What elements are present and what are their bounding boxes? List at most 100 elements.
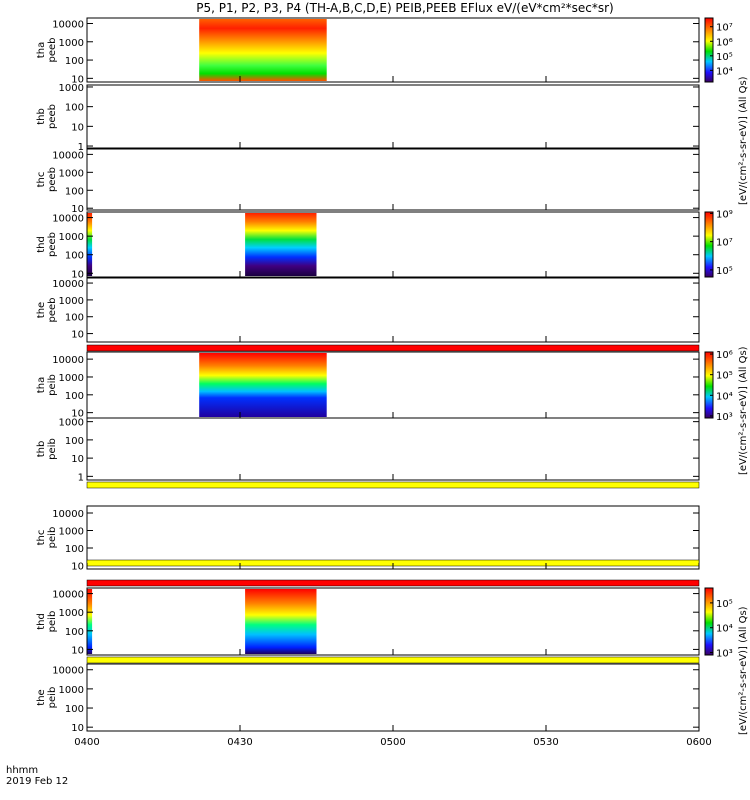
spectrogram-block-tha-peeb-0 bbox=[199, 19, 327, 81]
panel-thb-peib: 1 10 100 1000 thb peib bbox=[36, 417, 700, 483]
panel-label-thb-peib-product: peib bbox=[47, 438, 58, 460]
colorbar-label-thd-peeb-10⁷: 10⁷ bbox=[716, 238, 733, 249]
panel-tha-peeb: 10 100 1000 10000 tha peeb bbox=[36, 17, 700, 85]
panel-frame-thc-peib bbox=[86, 505, 700, 570]
colorbar-scale-tha-peeb bbox=[704, 17, 714, 83]
panel-label-thb-peeb-probe: thb bbox=[36, 108, 47, 125]
ytick-label-thb-peeb-10: 10 bbox=[71, 122, 84, 133]
panel-thd-peib: 10 100 1000 10000 thd peib bbox=[36, 587, 700, 656]
xtick-label-0430: 0430 bbox=[227, 737, 252, 748]
panel-thc-peeb: 10 100 1000 10000 thc peeb bbox=[36, 148, 700, 215]
panel-frame-tha-peib bbox=[86, 351, 700, 419]
panel-label-tha-peib-probe: tha bbox=[36, 377, 47, 393]
colorbar-label-tha-peeb-10⁶: 10⁶ bbox=[716, 37, 733, 48]
panel-label-the-peib-product: peib bbox=[47, 687, 58, 709]
ytick-label-thb-peib-1000: 1000 bbox=[59, 418, 84, 429]
colorbar-scale-tha-peib bbox=[704, 351, 714, 419]
panel-frame-the-peeb bbox=[86, 277, 700, 343]
colorbar-label-tha-peib-10⁵: 10⁵ bbox=[716, 371, 733, 382]
ytick-label-thb-peib-10: 10 bbox=[71, 454, 84, 465]
panel-label-tha-peib-product: peib bbox=[47, 374, 58, 396]
time-axis: 0400 0430 0500 0530 0600 bbox=[74, 76, 712, 748]
ytick-label-thb-peeb-1: 1 bbox=[78, 142, 84, 153]
ytick-label-thb-peib-1: 1 bbox=[78, 472, 84, 483]
ytick-label-thb-peeb-100: 100 bbox=[65, 103, 84, 114]
ytick-label-thc-peeb-10000: 10000 bbox=[52, 150, 84, 161]
ytick-label-the-peib-10: 10 bbox=[71, 723, 84, 734]
colorbar-label-tha-peeb-10⁴: 10⁴ bbox=[716, 66, 733, 77]
ytick-label-thc-peib-1000: 1000 bbox=[59, 527, 84, 538]
ytick-label-thd-peib-100: 100 bbox=[65, 627, 84, 638]
colorbar-thd-peeb: 10⁵ 10⁷ 10⁹ bbox=[704, 209, 733, 278]
spectrogram-block-tha-peib-0 bbox=[199, 353, 327, 417]
panel-label-tha-peeb-probe: tha bbox=[36, 42, 47, 58]
colorbar-tha-peeb: 10⁴ 10⁵ 10⁶ 10⁷ bbox=[704, 17, 733, 83]
status-bars bbox=[86, 344, 700, 664]
colorbar-label-thd-peib-10⁵: 10⁵ bbox=[716, 599, 733, 610]
xtick-label-0500: 0500 bbox=[380, 737, 405, 748]
status-bar-thd-peib bbox=[86, 656, 700, 664]
status-bar-the-peeb bbox=[86, 344, 700, 352]
colorbar-label-tha-peeb-10⁷: 10⁷ bbox=[716, 23, 733, 34]
colorbar-thd-peib: 10³ 10⁴ 10⁵ bbox=[704, 587, 733, 660]
colorbar-unit-label-ion-c: [eV/(cm²-s-sr-eV)] (All Qs) bbox=[738, 346, 749, 475]
xtick-label-0400: 0400 bbox=[74, 737, 99, 748]
ytick-label-thb-peib-100: 100 bbox=[65, 436, 84, 447]
colorbar-label-tha-peib-10³: 10³ bbox=[716, 412, 733, 423]
ytick-label-the-peib-100: 100 bbox=[65, 704, 84, 715]
spectrogram-block-thd-peib-1 bbox=[245, 589, 317, 654]
spectrogram-block-thd-peib-0 bbox=[87, 589, 93, 654]
panel-label-thc-peeb-product: peeb bbox=[47, 167, 58, 192]
ytick-label-tha-peib-10000: 10000 bbox=[52, 355, 84, 366]
ytick-label-thd-peeb-10000: 10000 bbox=[52, 214, 84, 225]
panel-frame-thc-peeb bbox=[86, 148, 700, 211]
colorbar-unit-label-ion-d: [eV/(cm²-s-sr-eV)] (All Qs) bbox=[738, 606, 749, 735]
colorbar-label-thd-peib-10³: 10³ bbox=[716, 649, 733, 660]
ytick-label-the-peeb-10000: 10000 bbox=[52, 279, 84, 290]
panel-thb-peeb: 1 10 100 1000 thb peeb bbox=[36, 83, 700, 153]
panel-label-thd-peib-product: peib bbox=[47, 611, 58, 633]
ytick-label-the-peeb-100: 100 bbox=[65, 313, 84, 324]
panel-label-thc-peib-probe: thc bbox=[36, 530, 47, 546]
panel-label-thc-peib-product: peib bbox=[47, 527, 58, 549]
panel-the-peeb: 10 100 1000 10000 the peeb bbox=[36, 277, 700, 343]
ytick-label-thd-peib-1000: 1000 bbox=[59, 608, 84, 619]
ytick-label-thd-peib-10: 10 bbox=[71, 645, 84, 656]
colorbar-tha-peib: 10³ 10⁴ 10⁵ 10⁶ bbox=[704, 350, 733, 423]
ytick-label-the-peeb-1000: 1000 bbox=[59, 296, 84, 307]
spectrogram-block-thd-peeb-0 bbox=[87, 213, 93, 276]
panel-frame-thd-peeb bbox=[86, 211, 700, 278]
panel-frame-thb-peib bbox=[86, 417, 700, 481]
time-format-label: hhmm bbox=[6, 765, 38, 776]
ytick-label-thc-peeb-10: 10 bbox=[71, 204, 84, 215]
ytick-label-thc-peib-10000: 10000 bbox=[52, 509, 84, 520]
ytick-label-thd-peeb-10: 10 bbox=[71, 269, 84, 280]
ytick-label-tha-peeb-100: 100 bbox=[65, 56, 84, 67]
colorbar-label-thd-peib-10⁴: 10⁴ bbox=[716, 624, 733, 635]
ytick-label-tha-peeb-1000: 1000 bbox=[59, 38, 84, 49]
colorbar-label-thd-peeb-10⁵: 10⁵ bbox=[716, 266, 733, 277]
ytick-label-the-peib-1000: 1000 bbox=[59, 685, 84, 696]
panel-label-thd-peib-probe: thd bbox=[36, 613, 47, 630]
ytick-label-tha-peeb-10000: 10000 bbox=[52, 19, 84, 30]
ytick-label-tha-peib-1000: 1000 bbox=[59, 373, 84, 384]
panel-label-thc-peeb-probe: thc bbox=[36, 172, 47, 188]
panel-frame-tha-peeb bbox=[86, 17, 700, 83]
colorbar-label-tha-peib-10⁴: 10⁴ bbox=[716, 391, 733, 402]
panel-label-thd-peeb-probe: thd bbox=[36, 236, 47, 253]
panel-label-the-peeb-product: peeb bbox=[47, 298, 58, 323]
status-bar-tha-peib bbox=[86, 481, 700, 489]
ytick-label-thd-peeb-100: 100 bbox=[65, 251, 84, 262]
panel-the-peib: 10 100 1000 10000 the peib bbox=[36, 663, 700, 734]
date-label: 2019 Feb 12 bbox=[6, 776, 68, 787]
ytick-label-the-peeb-10: 10 bbox=[71, 330, 84, 341]
ytick-label-thc-peeb-1000: 1000 bbox=[59, 168, 84, 179]
ytick-label-thd-peeb-1000: 1000 bbox=[59, 232, 84, 243]
ytick-label-thd-peib-10000: 10000 bbox=[52, 590, 84, 601]
ytick-label-thc-peib-10: 10 bbox=[71, 562, 84, 573]
figure-title: P5, P1, P2, P3, P4 (TH-A,B,C,D,E) PEIB,P… bbox=[196, 1, 613, 15]
ytick-label-thc-peeb-100: 100 bbox=[65, 186, 84, 197]
colorbar-label-tha-peib-10⁶: 10⁶ bbox=[716, 350, 733, 361]
ytick-label-tha-peib-100: 100 bbox=[65, 391, 84, 402]
